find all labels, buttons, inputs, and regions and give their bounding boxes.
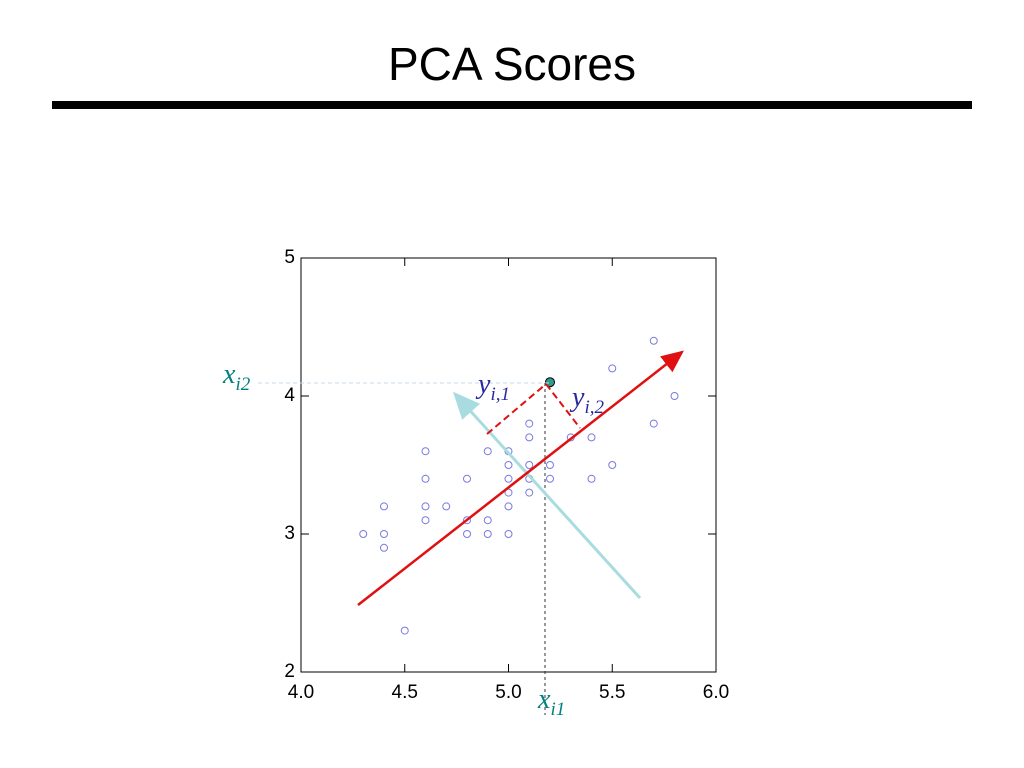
data-point [525,419,534,428]
projection-2 [545,383,581,429]
data-point [525,488,534,497]
annotation-symbol: y [569,382,585,413]
data-point [649,419,658,428]
pc1-axis [357,350,684,606]
data-point [421,516,430,525]
y-tick-label: 3 [284,523,295,544]
data-point [504,488,513,497]
data-point [421,474,430,483]
data-point [545,377,555,388]
data-point [380,530,388,538]
data-point [608,461,617,469]
data-point [587,474,596,483]
data-point [504,502,513,511]
data-point [380,543,388,552]
data-point [525,433,534,442]
x-tick-label: 5.5 [599,682,625,703]
annotation: xi1 [537,684,565,720]
annotation-symbol: x [537,684,551,715]
data-point [504,530,513,538]
data-point [546,461,554,469]
plot-frame [300,257,717,673]
data-point [608,364,617,373]
data-point [546,474,554,483]
slide-title: PCA Scores [388,38,636,90]
annotation-subscript: i1 [550,699,565,720]
annotation-subscript: i2 [235,374,250,395]
data-point [504,474,513,483]
data-point [421,447,430,456]
data-point [525,461,534,469]
annotation: yi,2 [569,382,604,418]
data-point [463,530,471,538]
annotation-symbol: y [475,369,491,400]
title-rule [52,101,972,109]
data-point [359,530,368,538]
plot: 4.0 4.5 5.0 5.5 6.0 2 3 4 5 [284,247,729,703]
annotation-symbol: x [222,359,236,390]
data-point [649,336,658,345]
x-tick-label: 6.0 [703,682,729,703]
data-point [380,502,388,511]
projection-1 [486,383,547,435]
annotation-subscript: i,2 [584,397,604,418]
data-point [400,626,409,635]
data-point [483,447,492,456]
pc2-axis [452,391,642,600]
y-tick-label: 2 [284,661,295,682]
data-point [483,516,492,525]
data-point [587,433,596,442]
data-point [670,392,679,400]
data-point [483,530,492,538]
x-tick-label: 5.0 [495,682,521,703]
data-point [442,502,451,511]
data-point [463,516,471,525]
annotation: yi,1 [475,369,510,405]
data-point [463,474,471,483]
data-point [504,461,513,469]
annotation-subscript: i,1 [490,384,510,405]
data-point [421,502,430,511]
x-tick-label: 4.5 [392,682,418,703]
y-tick-label: 4 [284,385,295,406]
y-tick-label: 5 [284,247,295,268]
annotation: xi2 [222,359,251,395]
x-tick-label: 4.0 [288,682,314,703]
